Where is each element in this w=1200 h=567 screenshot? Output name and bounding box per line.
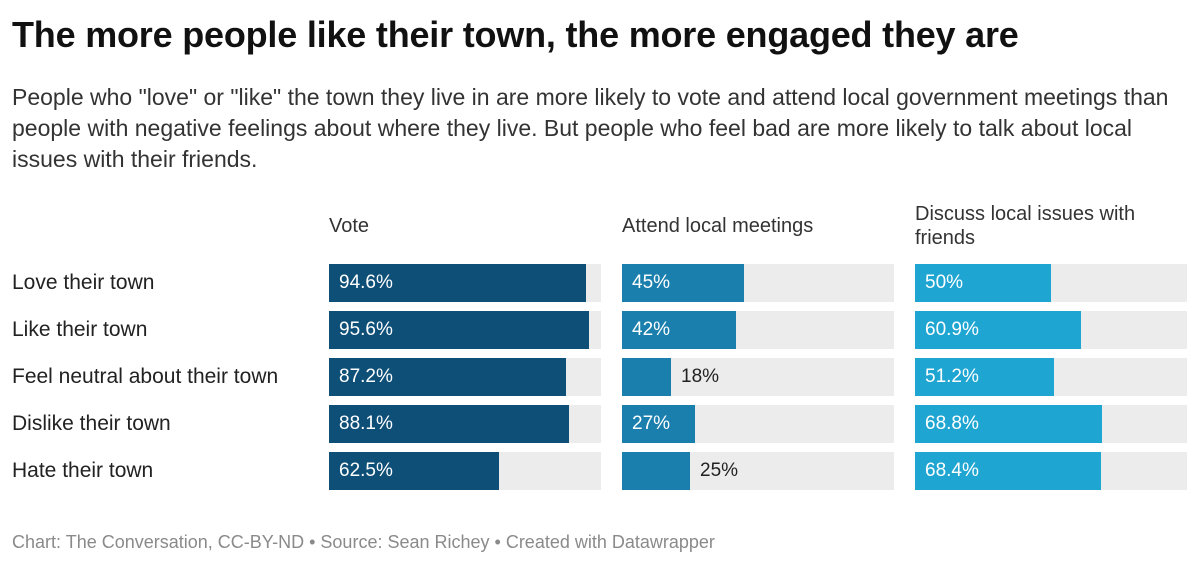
bar-0-1 [329,311,589,349]
bar-track: 25% [622,452,894,490]
data-label-2-4: 68.4% [925,460,979,481]
data-label-1-0: 45% [632,272,671,293]
row-label-2: Feel neutral about their town [12,365,279,388]
bar-2-3 [915,405,1102,443]
chart-title: The more people like their town, the mor… [12,14,1019,55]
bar-track: 60.9% [915,311,1187,349]
bar-1-1 [622,311,736,349]
bar-track: 50% [915,264,1187,302]
bar-track: 45% [622,264,894,302]
bar-1-2 [622,358,671,396]
bar-track: 27% [622,405,894,443]
data-label-2-0: 50% [925,272,964,293]
bar-track: 18% [622,358,894,396]
data-label-2-3: 68.8% [925,413,979,434]
column-header-0: Vote [329,215,370,237]
bar-0-0 [329,264,586,302]
column-header-2: Discuss local issues with friends [915,203,1136,249]
row-label-0: Love their town [12,271,155,294]
bar-1-4 [622,452,690,490]
data-label-2-1: 60.9% [925,319,979,340]
row-label-4: Hate their town [12,459,154,482]
bar-2-2 [915,358,1054,396]
bar-2-1 [915,311,1081,349]
data-label-0-4: 62.5% [339,460,393,481]
bar-track: 68.8% [915,405,1187,443]
bar-track: 88.1% [329,405,601,443]
bar-1-3 [622,405,695,443]
data-label-1-1: 42% [632,319,671,340]
row-label-3: Dislike their town [12,412,171,435]
chart-footer: Chart: The Conversation, CC-BY-ND • Sour… [12,532,715,552]
bar-track: 68.4% [915,452,1187,490]
bar-track: 87.2% [329,358,601,396]
bar-0-2 [329,358,566,396]
chart-subtitle: People who "love" or "like" the town the… [12,84,1169,172]
data-label-2-2: 51.2% [925,366,979,387]
data-label-1-3: 27% [632,413,671,434]
data-label-1-4: 25% [700,460,739,481]
bar-1-0 [622,264,744,302]
data-label-0-1: 95.6% [339,319,393,340]
bar-track: 95.6% [329,311,601,349]
bar-track: 94.6% [329,264,601,302]
data-label-0-0: 94.6% [339,272,393,293]
bar-track: 62.5% [329,452,601,490]
data-label-0-2: 87.2% [339,366,393,387]
bar-0-4 [329,452,499,490]
data-label-0-3: 88.1% [339,413,393,434]
row-label-1: Like their town [12,318,148,341]
bar-2-0 [915,264,1051,302]
bar-track: 51.2% [915,358,1187,396]
bar-track: 42% [622,311,894,349]
bar-2-4 [915,452,1101,490]
column-header-1: Attend local meetings [622,215,814,237]
bar-0-3 [329,405,569,443]
data-label-1-2: 18% [681,366,720,387]
